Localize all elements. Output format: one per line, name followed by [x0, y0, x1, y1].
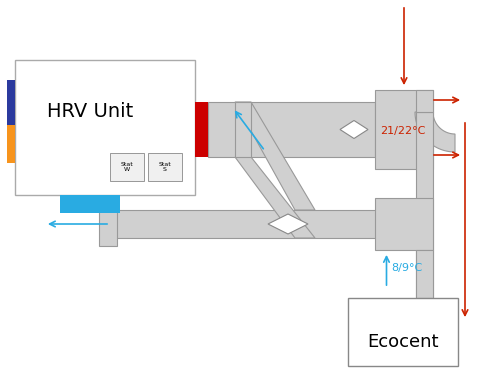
Polygon shape: [268, 214, 308, 234]
Bar: [416, 112, 433, 330]
Polygon shape: [415, 112, 455, 152]
Text: 8/9°C: 8/9°C: [392, 263, 423, 273]
Bar: [208, 102, 375, 157]
Polygon shape: [235, 102, 251, 157]
Bar: [7, 125, 15, 163]
Polygon shape: [340, 120, 368, 139]
Bar: [115, 210, 390, 238]
Bar: [148, 153, 182, 181]
Polygon shape: [235, 102, 315, 210]
Bar: [416, 90, 433, 112]
Bar: [375, 198, 433, 250]
Bar: [99, 202, 117, 246]
Text: 21/22°C: 21/22°C: [380, 126, 426, 136]
Polygon shape: [235, 157, 315, 238]
Bar: [110, 153, 144, 181]
Bar: [348, 298, 458, 366]
Bar: [60, 195, 120, 213]
Bar: [375, 90, 433, 169]
Bar: [195, 102, 208, 157]
Bar: [416, 250, 433, 298]
Text: Ecocent: Ecocent: [367, 333, 439, 351]
Text: Stat
W: Stat W: [120, 162, 134, 172]
Text: Stat
S: Stat S: [158, 162, 172, 172]
Bar: [15, 60, 195, 195]
Text: HRV Unit: HRV Unit: [48, 102, 134, 121]
Bar: [7, 80, 15, 125]
